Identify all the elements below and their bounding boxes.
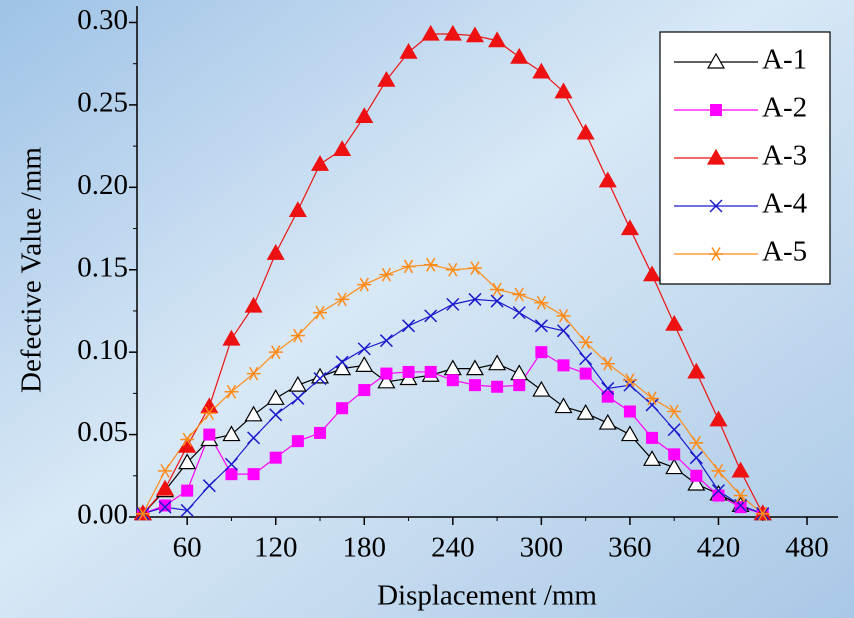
- x-tick-label: 180: [343, 532, 387, 564]
- data-point: [580, 368, 592, 380]
- x-tick-label: 300: [520, 532, 564, 564]
- data-point: [513, 379, 525, 391]
- legend-label: A-5: [762, 236, 807, 268]
- data-point: [358, 384, 370, 396]
- data-point: [380, 368, 392, 380]
- data-point: [203, 429, 215, 441]
- y-tick-label: 0.05: [77, 416, 128, 448]
- data-point: [425, 366, 437, 378]
- x-tick-label: 120: [254, 532, 298, 564]
- data-point: [248, 468, 260, 480]
- data-point: [292, 435, 304, 447]
- y-axis-label: Defective Value /mm: [16, 147, 48, 393]
- x-tick-label: 480: [785, 532, 829, 564]
- data-point: [403, 366, 415, 378]
- x-tick-label: 240: [431, 532, 475, 564]
- legend-label: A-2: [762, 92, 807, 124]
- legend-marker: [710, 104, 722, 116]
- data-point: [735, 501, 747, 513]
- y-tick-label: 0.10: [77, 334, 128, 366]
- data-point: [469, 379, 481, 391]
- x-tick-label: 60: [173, 532, 202, 564]
- x-tick-label: 420: [697, 532, 741, 564]
- legend-label: A-1: [762, 44, 807, 76]
- data-point: [159, 499, 171, 511]
- data-point: [535, 346, 547, 358]
- legend: A-1 A-2 A-3 A-4 A-5: [660, 32, 830, 284]
- page: {"chart_data": { "type": "line", "x_labe…: [0, 0, 854, 618]
- y-tick-label: 0.15: [77, 251, 128, 283]
- data-point: [624, 406, 636, 418]
- chart: Displacement /mm Defective Value /mm 0.0…: [0, 0, 854, 618]
- data-point: [270, 452, 282, 464]
- y-tick-label: 0.00: [77, 499, 128, 531]
- data-point: [181, 485, 193, 497]
- data-point: [225, 468, 237, 480]
- y-tick-label: 0.30: [77, 4, 128, 36]
- data-point: [690, 470, 702, 482]
- data-point: [491, 381, 503, 393]
- data-point: [314, 427, 326, 439]
- y-tick-label: 0.25: [77, 87, 128, 119]
- data-point: [447, 374, 459, 386]
- y-tick-label: 0.20: [77, 169, 128, 201]
- data-point: [558, 359, 570, 371]
- x-axis-label: Displacement /mm: [377, 580, 597, 612]
- data-point: [646, 432, 658, 444]
- data-point: [336, 402, 348, 414]
- data-point: [668, 448, 680, 460]
- legend-label: A-3: [762, 140, 807, 172]
- x-tick-label: 360: [608, 532, 652, 564]
- legend-label: A-4: [762, 188, 808, 220]
